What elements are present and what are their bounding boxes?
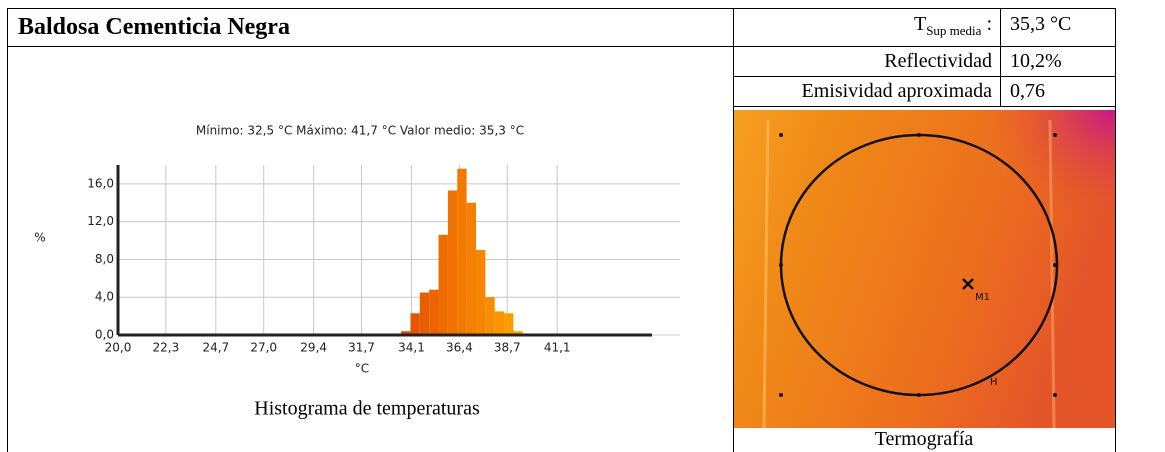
border bbox=[733, 106, 1115, 107]
y-tick-label: 8,0 bbox=[95, 252, 114, 266]
subscript: Sup media bbox=[926, 23, 981, 38]
property-label: Emisividad aproximada bbox=[801, 80, 992, 103]
marker-label: M1 bbox=[975, 292, 990, 303]
x-tick-label: 34,1 bbox=[398, 341, 425, 355]
y-tick-label: 4,0 bbox=[95, 290, 114, 304]
bar bbox=[495, 311, 504, 335]
chart-subtitle: Mínimo: 32,5 °C Máximo: 41,7 °C Valor me… bbox=[196, 124, 524, 138]
bar bbox=[439, 235, 448, 335]
thermogram: M1 H bbox=[734, 110, 1115, 428]
y-tick-label: 12,0 bbox=[87, 214, 114, 228]
bar bbox=[485, 297, 494, 335]
property-label: TSup media : bbox=[914, 13, 992, 39]
x-tick-label: 27,0 bbox=[250, 341, 277, 355]
x-axis-label: °C bbox=[355, 362, 369, 376]
bar bbox=[467, 203, 476, 335]
chart-caption: Histograma de temperaturas bbox=[254, 398, 480, 420]
y-axis-label: % bbox=[34, 231, 45, 245]
bar bbox=[476, 250, 485, 335]
x-tick-label: 31,7 bbox=[348, 341, 375, 355]
x-tick-label: 36,4 bbox=[446, 341, 473, 355]
y-tick-label: 0,0 bbox=[95, 328, 114, 342]
x-tick-label: 24,7 bbox=[202, 341, 229, 355]
x-tick-label: 38,7 bbox=[494, 341, 521, 355]
x-tick-label: 22,3 bbox=[153, 341, 180, 355]
border bbox=[1115, 8, 1116, 452]
x-tick-label: 41,1 bbox=[544, 341, 571, 355]
x-tick-label: 29,4 bbox=[300, 341, 327, 355]
x-tick-label: 20,0 bbox=[105, 341, 132, 355]
histogram: Mínimo: 32,5 °C Máximo: 41,7 °C Valor me… bbox=[0, 0, 733, 452]
bar bbox=[429, 290, 438, 335]
border bbox=[1000, 8, 1001, 106]
image-caption: Termografía bbox=[733, 428, 1115, 451]
bar bbox=[420, 293, 429, 336]
handle-label: H bbox=[990, 377, 998, 388]
property-value: 0,76 bbox=[1010, 80, 1045, 103]
border bbox=[733, 76, 1115, 77]
suffix: : bbox=[986, 13, 992, 35]
page: Baldosa Cementicia Negra TSup media : 35… bbox=[0, 0, 1165, 452]
bar bbox=[410, 313, 419, 335]
symbol: T bbox=[914, 13, 926, 35]
bar bbox=[504, 313, 513, 335]
property-value: 10,2% bbox=[1010, 50, 1062, 73]
bar bbox=[457, 169, 466, 335]
bar bbox=[448, 191, 457, 336]
property-value: 35,3 °C bbox=[1010, 13, 1071, 36]
y-tick-label: 16,0 bbox=[87, 176, 114, 190]
property-label: Reflectividad bbox=[884, 50, 992, 73]
